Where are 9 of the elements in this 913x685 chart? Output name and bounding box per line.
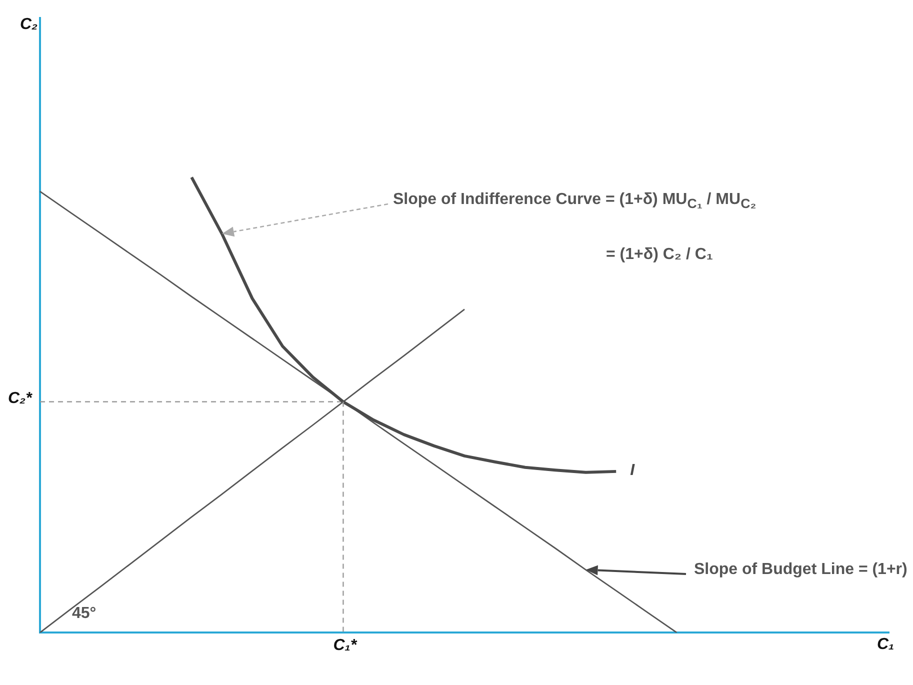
series-label: I xyxy=(630,462,635,480)
text: C₁* xyxy=(333,636,357,655)
annotation: Slope of Indifference Curve = (1+δ) MU$_{C₁}$ / MU$_{C₂}$ xyxy=(393,191,756,212)
annotation: 45° xyxy=(72,604,96,623)
text: C₂ xyxy=(20,16,38,34)
x-axis-title: C₁ xyxy=(877,636,894,654)
annotation: = (1+δ) C₂ / C₁ xyxy=(606,246,714,264)
text: C₂* xyxy=(8,390,32,408)
annotation: Slope of Budget Line = (1+r) xyxy=(694,561,908,579)
